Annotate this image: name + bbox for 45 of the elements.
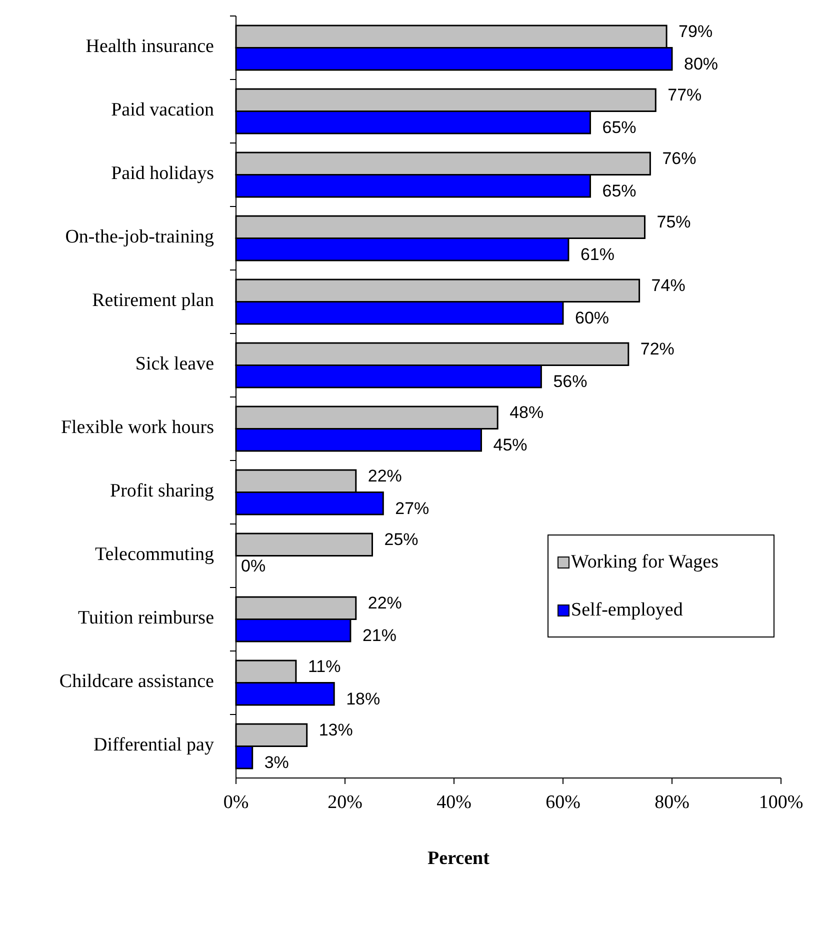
x-tick-label: 0% [223, 792, 249, 813]
data-label: 79% [678, 22, 713, 42]
data-label: 77% [668, 86, 702, 105]
data-label: 27% [395, 498, 430, 518]
data-label: 13% [318, 720, 353, 740]
data-label: 74% [651, 276, 686, 296]
data-label: 25% [384, 530, 418, 550]
data-label: 65% [602, 118, 636, 137]
y-tick-label: Childcare assistance [59, 671, 214, 692]
data-label: 21% [362, 626, 396, 645]
y-tick-label: Flexible work hours [60, 417, 214, 438]
y-tick-label: On-the-job-training [65, 226, 214, 248]
x-tick-label: 100% [758, 792, 804, 813]
x-tick-label: 40% [436, 792, 472, 813]
data-label: 56% [553, 372, 588, 391]
data-label: 22% [368, 594, 402, 613]
data-label: 11% [308, 657, 341, 676]
x-tick-label: 20% [328, 792, 363, 813]
data-label: 80% [684, 54, 718, 74]
y-tick-label: Profit sharing [110, 480, 214, 502]
legend-label: Working for Wages [571, 551, 719, 572]
y-tick-label: Health insurance [86, 36, 214, 58]
data-label: 3% [264, 752, 289, 772]
data-label: 61% [580, 244, 614, 264]
data-label: 18% [346, 689, 380, 708]
x-axis-title: Percent [428, 848, 490, 869]
x-tick-label: 80% [654, 792, 690, 813]
y-tick-label: Telecommuting [95, 544, 214, 566]
legend-label: Self-employed [571, 599, 684, 620]
y-tick-label: Paid vacation [111, 100, 214, 121]
y-tick-label: Retirement plan [92, 290, 214, 312]
data-label: 75% [656, 212, 691, 232]
data-label: 72% [640, 340, 674, 359]
data-label: 45% [493, 435, 528, 454]
y-tick-label: Differential pay [94, 734, 214, 756]
data-label: 76% [662, 149, 696, 168]
data-label: 48% [510, 403, 544, 422]
y-tick-label: Tuition reimburse [78, 608, 214, 629]
y-tick-label: Sick leave [135, 354, 214, 375]
data-label: 65% [602, 181, 636, 200]
data-label: 60% [575, 308, 610, 328]
data-label: 0% [241, 556, 266, 576]
data-label: 22% [368, 466, 402, 486]
x-tick-label: 60% [546, 792, 581, 813]
y-tick-label: Paid holidays [111, 163, 214, 184]
